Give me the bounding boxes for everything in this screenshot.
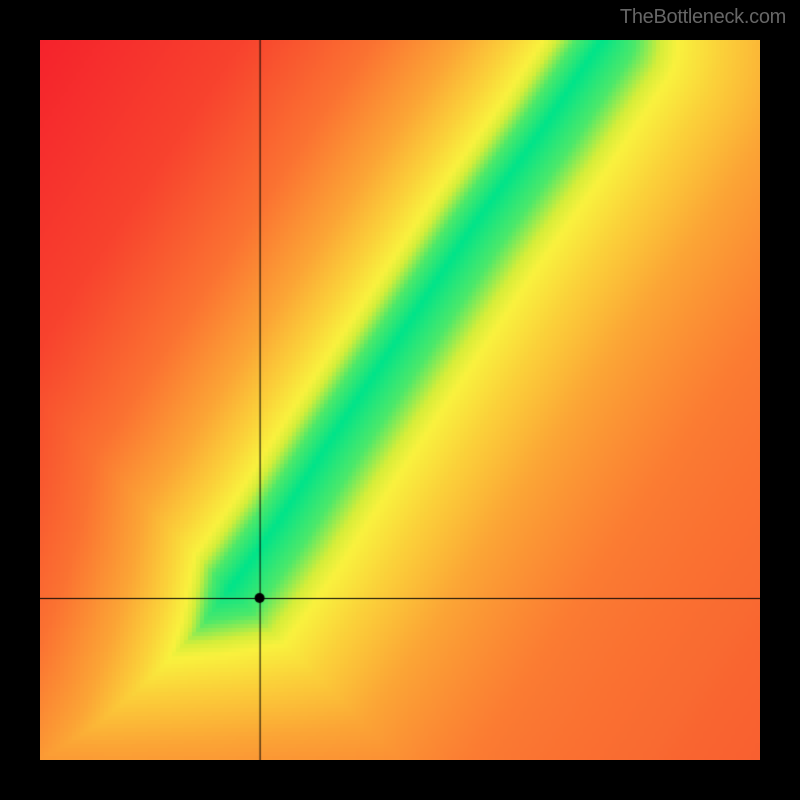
chart-container: TheBottleneck.com — [0, 0, 800, 800]
plot-area — [40, 40, 760, 760]
heatmap-canvas — [40, 40, 760, 760]
watermark-text: TheBottleneck.com — [620, 6, 786, 29]
